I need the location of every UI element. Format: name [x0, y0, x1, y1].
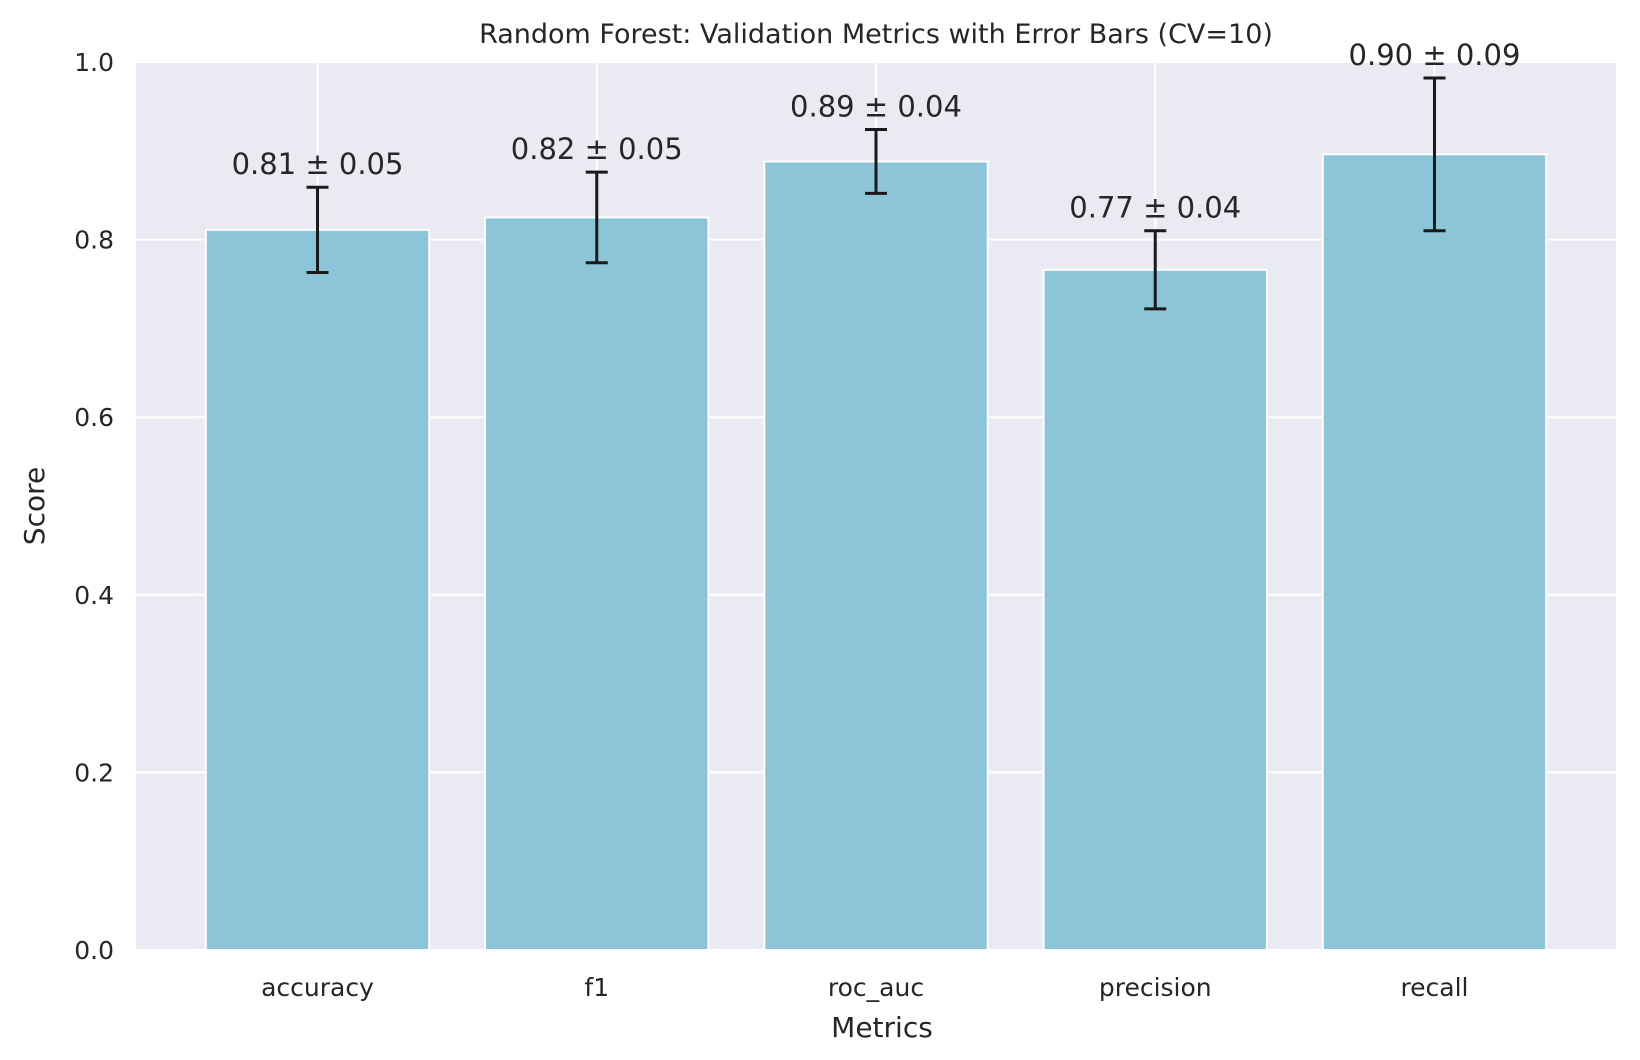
bar-precision: [1042, 268, 1268, 951]
data-label-precision: 0.77 ± 0.04: [1069, 191, 1241, 225]
data-label-f1: 0.82 ± 0.05: [511, 132, 683, 166]
y-tick-label: 0.4: [74, 581, 114, 610]
bar-f1: [484, 216, 710, 951]
y-tick-label: 0.2: [74, 758, 114, 787]
chart-title: Random Forest: Validation Metrics with E…: [479, 19, 1273, 50]
y-tick-label: 0.8: [74, 226, 114, 255]
x-tick-labels: accuracy f1 roc_auc precision recall: [261, 973, 1468, 1002]
x-tick-label-recall: recall: [1400, 973, 1468, 1002]
data-label-accuracy: 0.81 ± 0.05: [232, 147, 404, 181]
y-axis-label: Score: [18, 467, 51, 545]
x-axis-label: Metrics: [831, 1011, 933, 1044]
x-tick-label-roc_auc: roc_auc: [828, 973, 924, 1002]
x-tick-label-accuracy: accuracy: [261, 973, 374, 1002]
y-tick-label: 1.0: [74, 48, 114, 77]
bars: [204, 153, 1548, 952]
bar-recall: [1321, 153, 1548, 952]
x-tick-label-precision: precision: [1099, 973, 1212, 1002]
y-tick-label: 0.0: [74, 936, 114, 965]
data-label-roc_auc: 0.89 ± 0.04: [790, 89, 962, 123]
data-labels: 0.81 ± 0.05 0.82 ± 0.05 0.89 ± 0.04 0.77 ± …: [232, 38, 1521, 225]
x-tick-label-f1: f1: [584, 973, 609, 1002]
bar-accuracy: [204, 228, 431, 952]
data-label-recall: 0.90 ± 0.09: [1349, 38, 1521, 72]
y-tick-labels: 0.0 0.2 0.4 0.6 0.8 1.0: [74, 48, 114, 965]
y-tick-label: 0.6: [74, 403, 114, 432]
bar-roc_auc: [763, 160, 989, 951]
error-bars: [306, 76, 1446, 311]
